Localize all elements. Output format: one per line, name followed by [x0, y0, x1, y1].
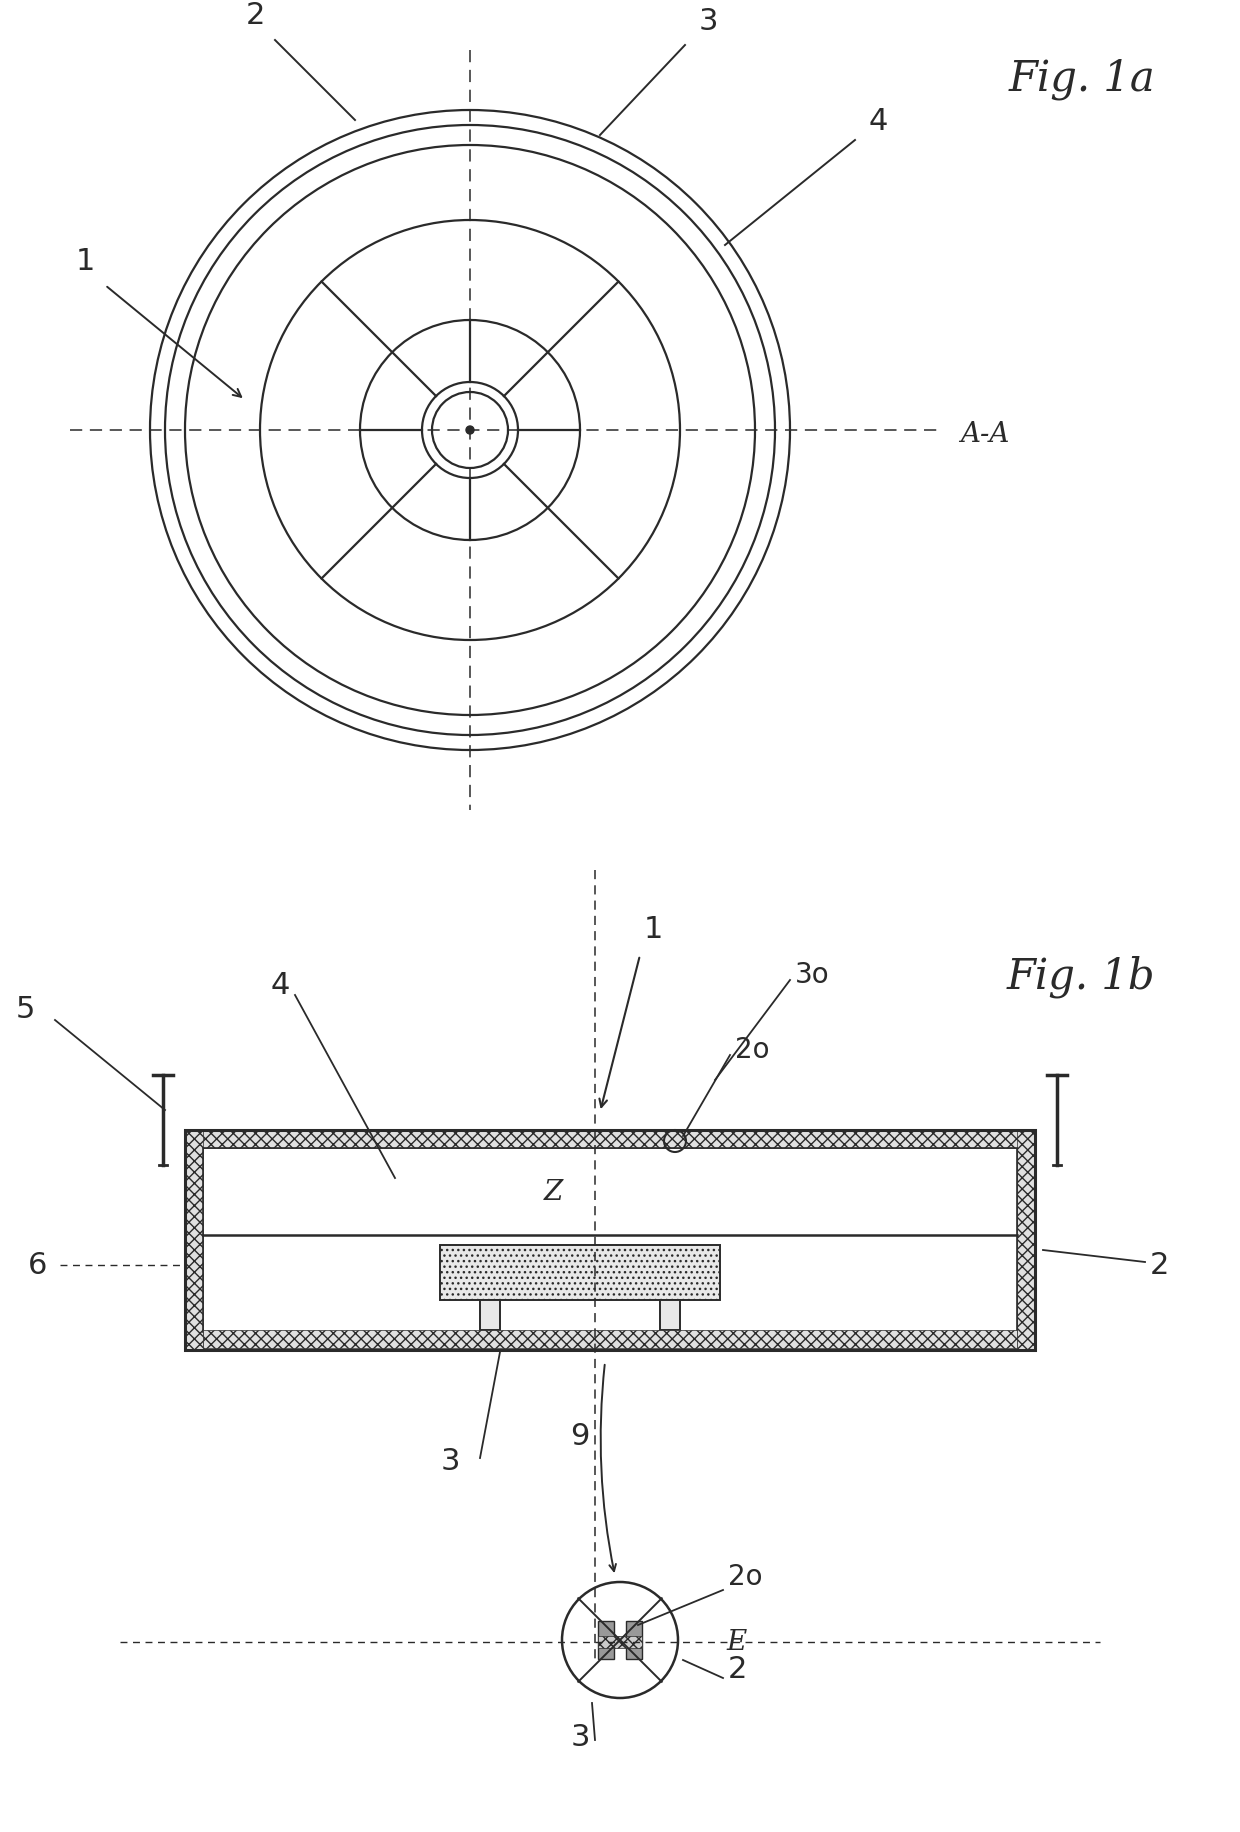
Bar [660, 1301, 680, 1330]
Text: 9: 9 [570, 1422, 590, 1451]
Bar [598, 1636, 642, 1649]
Circle shape [466, 427, 474, 434]
Bar [185, 1130, 1035, 1149]
Text: 2o: 2o [728, 1563, 763, 1590]
Text: 3: 3 [570, 1724, 590, 1751]
Text: 2: 2 [1149, 1251, 1169, 1279]
Text: 5: 5 [15, 995, 35, 1024]
Text: 2: 2 [246, 0, 264, 29]
Text: A-A: A-A [960, 421, 1009, 447]
Text: Fig. 1b: Fig. 1b [1007, 954, 1154, 997]
Text: 3: 3 [698, 7, 718, 37]
Bar [626, 1621, 642, 1660]
Bar [440, 1246, 720, 1301]
Bar [203, 1330, 1017, 1348]
Text: 3o: 3o [795, 962, 830, 989]
Text: 1: 1 [76, 247, 94, 277]
Text: 4: 4 [868, 108, 888, 137]
Text: Fig. 1a: Fig. 1a [1008, 59, 1154, 101]
Text: 2o: 2o [735, 1037, 770, 1064]
Text: Z: Z [543, 1180, 563, 1207]
Bar [185, 1332, 1035, 1350]
Text: 1: 1 [644, 916, 662, 945]
Bar [598, 1621, 614, 1660]
Text: 3: 3 [440, 1447, 460, 1477]
Bar [1017, 1130, 1035, 1350]
Bar [185, 1130, 1035, 1350]
Bar [480, 1301, 500, 1330]
Text: 6: 6 [29, 1251, 47, 1279]
Text: E: E [725, 1629, 746, 1656]
Text: 4: 4 [270, 971, 290, 1000]
Bar [185, 1130, 203, 1350]
Text: 2: 2 [728, 1654, 748, 1684]
Bar [203, 1149, 1017, 1332]
